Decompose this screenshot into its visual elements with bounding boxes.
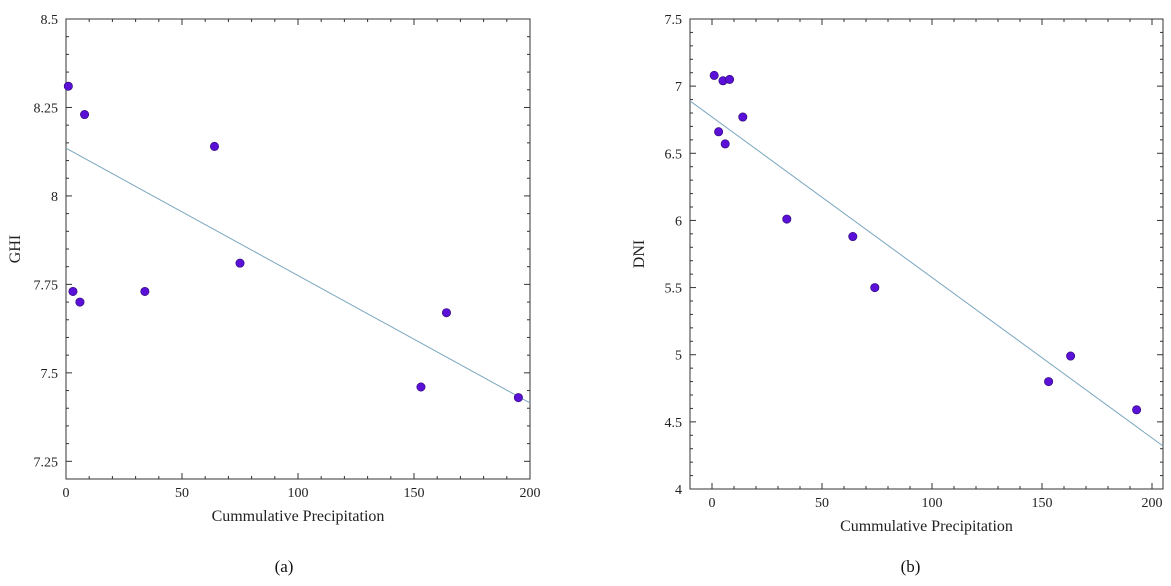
y-axis-label: DNI [631,240,648,268]
plot-frame [65,18,531,480]
data-point [416,382,426,392]
y-tick-label: 7.5 [665,13,683,28]
x-tick-label: 150 [404,486,425,501]
y-tick-label: 7.5 [41,367,59,382]
y-tick-label: 8 [51,190,58,205]
y-tick-label: 4 [675,483,682,498]
data-point [1066,351,1076,361]
y-tick-label: 7 [675,80,682,95]
plot-frame [689,18,1164,490]
x-tick-label: 100 [288,486,309,501]
data-point [75,297,85,307]
x-tick-label: 50 [815,496,829,511]
trend-line [65,147,531,404]
trend-line [689,100,1164,447]
data-point [235,258,245,268]
y-tick-label: 5 [675,349,682,364]
data-point [738,112,748,122]
panel-caption: (b) [901,557,921,576]
data-point [782,214,792,224]
data-point [441,308,451,318]
y-tick-label: 4.5 [665,416,683,431]
data-point [714,127,724,137]
y-tick-label: 7.75 [34,278,59,293]
x-tick-label: 100 [922,496,943,511]
y-tick-label: 7.25 [34,455,59,470]
data-point [140,286,150,296]
y-tick-label: 6 [675,214,682,229]
y-tick-label: 6.5 [665,147,683,162]
x-tick-label: 150 [1032,496,1053,511]
data-point [870,283,880,293]
data-point [80,110,90,120]
x-tick-label: 200 [1142,496,1163,511]
x-axis-label: Cummulative Precipitation [840,518,1013,535]
data-point [209,141,219,151]
x-tick-label: 0 [709,496,716,511]
x-tick-label: 0 [63,486,70,501]
data-point [1044,377,1054,387]
data-point [63,81,73,91]
data-point [513,393,523,403]
y-axis-label: GHI [7,235,24,263]
data-point [720,139,730,149]
data-point [709,70,719,80]
data-point [1132,405,1142,415]
x-axis-label: Cummulative Precipitation [212,508,385,525]
data-point [725,74,735,84]
y-tick-label: 8.5 [41,13,59,28]
x-tick-label: 200 [520,486,541,501]
data-point [68,286,78,296]
x-tick-label: 50 [175,486,189,501]
y-tick-label: 5.5 [665,282,683,297]
panel-caption: (a) [275,557,294,576]
chart-panel-b: 0 50 100 150 200 4 4.5 5 5.5 6 6.5 7 7.5 Cummulative … [631,13,1164,576]
chart-panel-a: 0 50 100 150 200 7.25 7.5 7.75 8 8.25 8.5 Cummulati… [7,13,541,576]
y-tick-label: 8.25 [34,101,59,116]
data-point [848,232,858,242]
